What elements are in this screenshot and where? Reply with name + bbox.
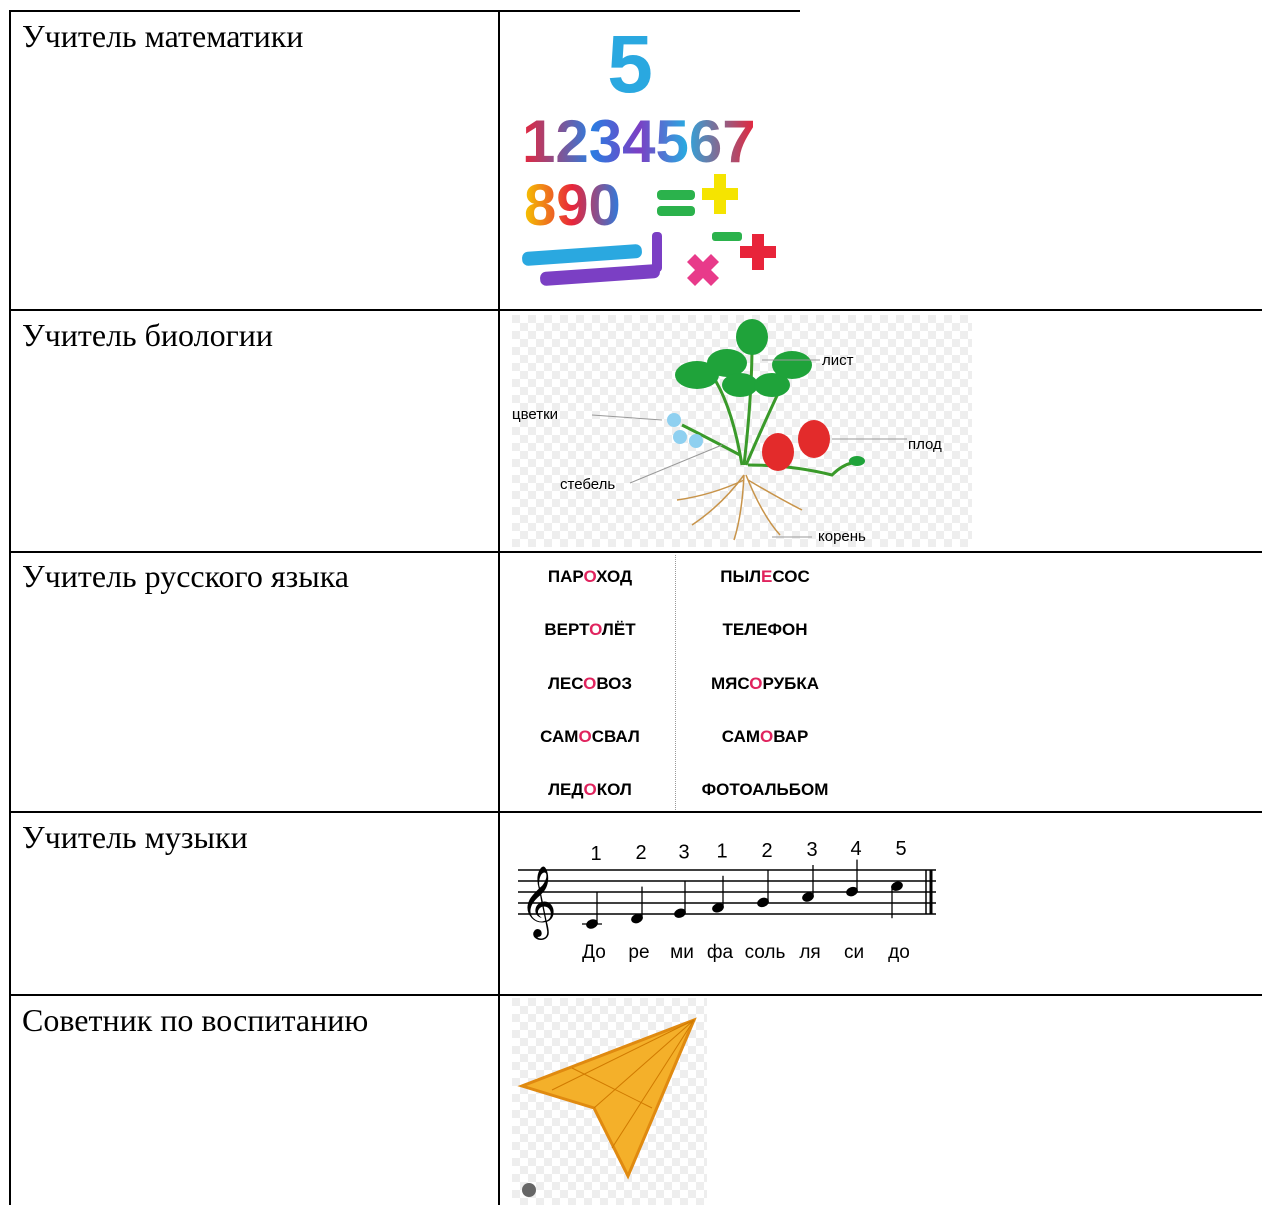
note [846,886,858,897]
note [631,913,643,924]
border [10,994,1262,996]
word-part: РУБКА [762,674,820,693]
icon [522,1183,536,1197]
word-part: ВЕРТ [544,620,590,639]
word: САМОВАР [722,727,809,747]
finger-number: 2 [761,840,772,862]
border [9,10,11,1205]
word-part: ЛЕД [548,780,584,799]
highlight-letter: О [760,727,774,746]
border [10,551,1262,553]
word-part: СОС [772,567,810,586]
note [712,903,724,913]
syllable: си [844,942,864,963]
clef: 𝄞 [520,866,557,940]
plant-label: плод [908,436,942,453]
digits: 890 [524,173,621,238]
finger-number: 3 [678,841,689,863]
symbol [652,232,662,272]
word-part: ЛЕС [547,674,584,693]
highlight-letter: О [583,567,597,586]
symbol [657,190,695,200]
word: ПАРОХОД [548,567,632,587]
word: САМОСВАЛ [540,727,640,747]
highlight-letter: О [583,780,597,799]
highlight-letter: О [749,674,763,693]
symbol [702,174,738,214]
word-part: ЛЁТ [601,620,636,639]
finger-number: 2 [635,842,646,864]
word: ТЕЛЕФОН [723,620,808,640]
word-part: ВОЗ [596,674,633,693]
syllable: фа [707,942,734,963]
highlight-letter: О [578,727,592,746]
row-label: Учитель музыки [22,819,248,855]
border [498,10,500,1205]
russian-image: ПАРОХОД ВЕРТОЛЁТ ЛЕСОВОЗ САМОСВАЛ ЛЕДОКОЛ ПЫЛ… [512,555,852,810]
word-part: САМ [540,727,579,746]
finger-number: 4 [850,838,861,860]
note [891,881,903,891]
word-part: СВАЛ [591,727,640,746]
finger-number: 1 [590,843,601,865]
note [802,892,814,902]
divider [675,555,676,810]
word-part: ВАР [773,727,809,746]
word-part: КОЛ [596,780,632,799]
finger-number: 5 [895,838,906,860]
row-label: Советник по воспитанию [22,1002,369,1038]
plant-label: лист [822,352,854,369]
syllable: до [888,942,910,963]
symbol [687,254,719,286]
border [10,10,800,12]
word-part: МЯС [710,674,750,693]
digit: 5 [607,20,653,110]
highlight-letter: Е [761,567,773,586]
word-part: САМ [721,727,761,746]
highlight-letter: О [583,674,597,693]
word-part: ПЫЛ [720,567,762,586]
math-image: 5 1234567 890 [522,20,776,286]
symbol [740,234,776,270]
word: МЯСОРУБКА [711,674,819,694]
note [674,908,686,918]
note [757,897,769,908]
word-part: ФОТОАЛЬБОМ [701,780,829,799]
plant-label: корень [818,528,866,545]
finger-number: 3 [806,839,817,861]
plant-label: цветки [512,406,558,423]
finger-number: 1 [716,841,727,863]
symbol [540,264,660,286]
word: ВЕРТОЛЁТ [544,620,635,640]
word: ПЫЛЕСОС [720,567,810,587]
symbol [712,232,742,241]
word-part: ХОД [596,567,633,586]
syllable: ми [670,942,694,963]
symbol [657,206,695,216]
biology-image: лист цветки плод стебель корень [512,315,972,547]
word: ФОТОАЛЬБОМ [702,780,829,800]
row-label: Учитель биологии [22,317,273,353]
plant-label: стебель [560,476,615,493]
syllable: До [582,942,606,963]
word-part: ПАР [547,567,584,586]
row-label: Учитель русского языка [22,558,349,594]
symbol [522,244,642,266]
border [10,309,1262,311]
digits: 1234567 [522,108,756,175]
syllable: ре [628,942,649,963]
word: ЛЕСОВОЗ [548,674,632,694]
row-label: Учитель математики [22,18,304,54]
highlight-letter: О [589,620,602,639]
border [10,811,1262,813]
music-image: 𝄞 1 До 2 ре 3 ми 1 фа 2 соль 3 ля 4 си 5 до [518,838,936,963]
word: ЛЕДОКОЛ [548,780,632,800]
syllable: ля [799,942,820,963]
arrow-image [512,998,707,1205]
syllable: соль [745,942,786,963]
word-part: ТЕЛЕФОН [722,620,808,639]
